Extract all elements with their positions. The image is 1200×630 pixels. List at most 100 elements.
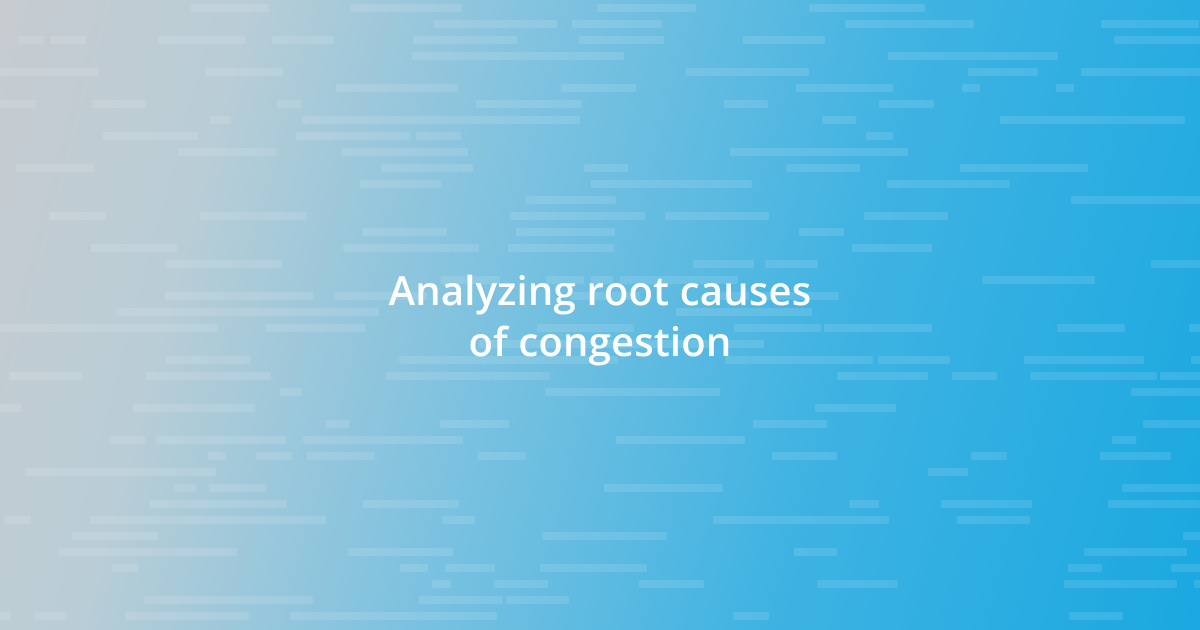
streak: [166, 260, 257, 268]
hero-banner: Analyzing root causes of congestion: [0, 0, 1200, 630]
streak: [1191, 356, 1200, 364]
streak: [715, 212, 759, 220]
streak: [506, 596, 569, 604]
streak: [639, 580, 704, 588]
streak: [110, 436, 145, 444]
streak: [366, 244, 453, 252]
streak: [90, 516, 111, 524]
streak: [280, 388, 301, 396]
streak: [348, 548, 453, 556]
streak: [72, 532, 158, 540]
streak: [824, 324, 932, 332]
streak: [1101, 20, 1199, 28]
streak: [852, 244, 933, 252]
streak: [960, 164, 1087, 172]
streak: [210, 116, 230, 124]
streak: [91, 244, 177, 252]
streak: [1057, 324, 1125, 332]
streak: [19, 36, 44, 44]
streak: [1143, 420, 1200, 428]
streak: [328, 132, 409, 140]
streak: [1068, 564, 1102, 572]
streak: [103, 132, 197, 140]
streak: [205, 68, 284, 76]
streak: [1000, 116, 1107, 124]
streak: [1183, 532, 1200, 540]
streak: [540, 564, 647, 572]
streak: [952, 372, 997, 380]
streak: [516, 228, 615, 236]
streak: [756, 516, 885, 524]
streak: [146, 372, 271, 380]
streak: [469, 20, 556, 28]
streak: [1084, 548, 1177, 556]
streak: [133, 324, 215, 332]
streak: [733, 612, 769, 620]
streak: [812, 148, 908, 156]
streak: [1160, 372, 1200, 380]
streak: [178, 148, 276, 156]
streak: [341, 148, 468, 156]
streak: [218, 436, 286, 444]
streak: [494, 580, 548, 588]
streak: [476, 100, 582, 108]
streak: [116, 308, 202, 316]
streak: [1114, 36, 1200, 44]
streak: [350, 4, 461, 12]
streak: [879, 100, 934, 108]
streak: [962, 84, 980, 92]
streak: [1108, 500, 1200, 508]
streak: [799, 228, 843, 236]
streak: [649, 180, 752, 188]
streak: [336, 84, 458, 92]
streak: [419, 596, 503, 604]
streak: [25, 468, 153, 476]
streak: [579, 52, 624, 60]
streak: [864, 212, 948, 220]
streak: [0, 68, 99, 76]
streak: [92, 100, 146, 108]
streak: [545, 388, 664, 396]
streak: [360, 180, 441, 188]
streak: [386, 372, 488, 380]
streak: [478, 452, 526, 460]
streak: [208, 452, 226, 460]
streak: [365, 612, 482, 620]
streak: [111, 516, 171, 524]
streak: [325, 420, 348, 428]
streak: [200, 212, 307, 220]
streak: [772, 452, 837, 460]
streak: [1111, 452, 1171, 460]
streak: [49, 212, 106, 220]
streak: [730, 148, 816, 156]
streak: [817, 580, 898, 588]
hero-title: Analyzing root causes of congestion: [389, 264, 812, 366]
streak: [941, 500, 1031, 508]
streak: [272, 36, 335, 44]
streak: [849, 500, 878, 508]
streak: [591, 180, 649, 188]
streak: [1072, 612, 1109, 620]
streak: [174, 484, 197, 492]
streak: [957, 516, 1030, 524]
streak: [416, 132, 461, 140]
streak: [1122, 484, 1200, 492]
streak: [584, 164, 628, 172]
streak: [968, 68, 1038, 76]
streak: [266, 324, 365, 332]
streak: [151, 612, 250, 620]
streak: [604, 484, 722, 492]
streak: [133, 404, 256, 412]
streak: [863, 4, 900, 12]
streak: [641, 4, 696, 12]
streak: [561, 84, 636, 92]
streak: [0, 324, 41, 332]
streak: [1194, 580, 1200, 588]
streak: [0, 100, 36, 108]
streak: [875, 132, 893, 140]
streak: [256, 452, 291, 460]
streak: [35, 612, 66, 620]
streak: [597, 4, 644, 12]
streak: [786, 164, 860, 172]
streak: [412, 52, 483, 60]
